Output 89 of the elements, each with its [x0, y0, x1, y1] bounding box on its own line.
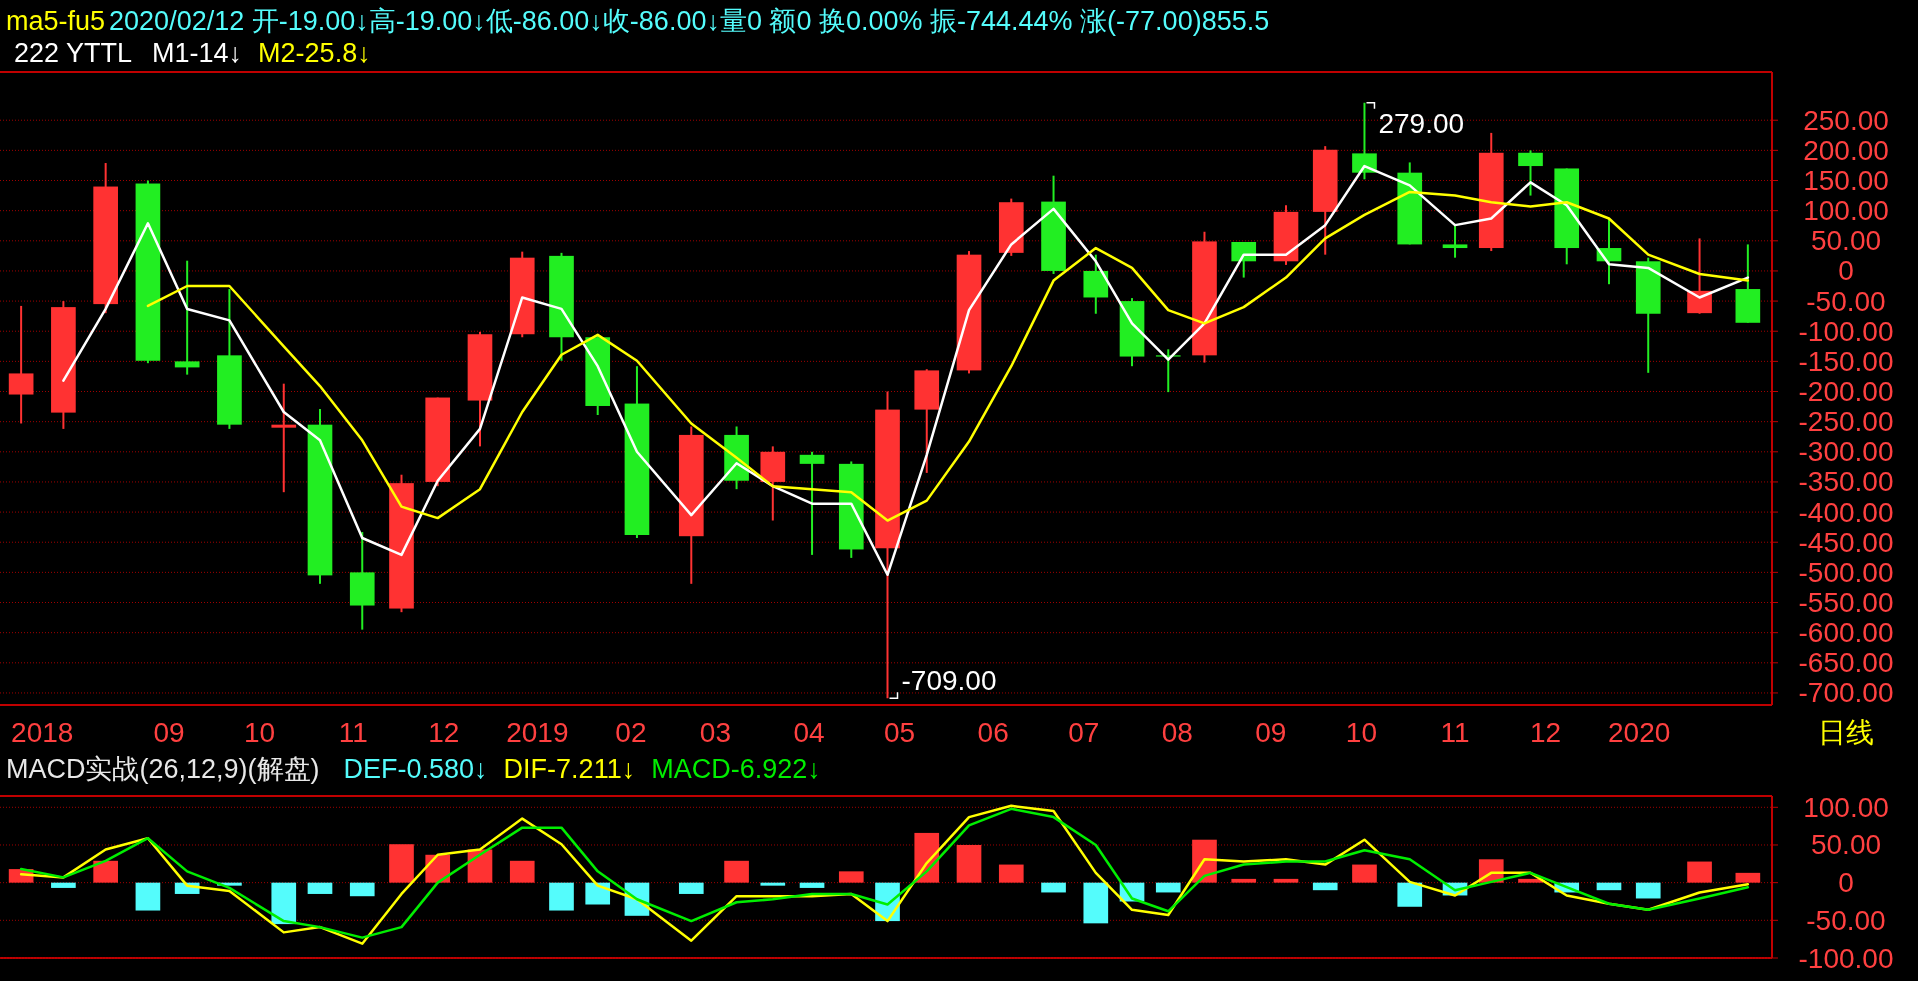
y-tick-label: -350.00 [1798, 466, 1894, 498]
bar [349, 882, 375, 897]
line-series [62, 164, 1750, 577]
y-tick-label: -200.00 [1798, 376, 1894, 408]
y-tick-label: -700.00 [1798, 677, 1894, 709]
y-tick-label: -550.00 [1798, 587, 1894, 619]
y-tick-label: -100.00 [1798, 315, 1894, 347]
bar [585, 882, 611, 905]
x-tick-label: 10 [1345, 717, 1378, 748]
y-tick-label: 50.00 [1810, 225, 1882, 257]
bar [51, 882, 76, 888]
bar [271, 882, 297, 925]
legend: DEF-0.580↓ DIF-7.211↓ MACD-6.922↓ [343, 754, 821, 784]
y-tick-label: -150.00 [1798, 345, 1894, 377]
y-tick-label: 250.00 [1803, 104, 1889, 136]
y-tick-label: -600.00 [1798, 617, 1894, 649]
y-tick-label: -250.00 [1798, 406, 1894, 438]
candlestick [271, 382, 297, 494]
bar [389, 844, 414, 883]
chart-title: MACD实战(26,12,9)(解盘) [6, 754, 320, 784]
x-tick-label: 11 [338, 717, 368, 748]
chart-subtitle: 2020/02/12 开-19.00↓高-19.00↓低-86.00↓收-86.00↓量0 额0 换0.00% 振-744.44% 涨(-77.00)855.5 [109, 6, 1270, 36]
bar [1397, 882, 1423, 907]
text: 222 YTTL [14, 38, 133, 68]
candlestick [799, 450, 825, 556]
y-tick-label: 200.00 [1803, 134, 1889, 166]
bar [1041, 882, 1066, 893]
bar [549, 882, 574, 911]
bar [1518, 878, 1543, 883]
x-tick-label: 2020 [1608, 717, 1671, 748]
bar [1083, 882, 1109, 924]
line-series [146, 190, 1750, 522]
y-tick-label: -650.00 [1798, 647, 1894, 679]
x-tick-label: 12 [428, 717, 460, 748]
x-tick-label: 12 [1530, 717, 1562, 748]
bar [307, 882, 333, 894]
chart-title: ma5-fu5 [6, 6, 106, 36]
x-tick-label: 11 [1440, 717, 1470, 748]
y-tick-label: 100.00 [1803, 195, 1889, 227]
bar [1687, 861, 1712, 883]
candlestick [1442, 224, 1468, 259]
x-tick-label: 03 [699, 717, 732, 748]
x-tick-label: 06 [977, 717, 1009, 748]
legend: M1-14↓ M2-25.8↓ [152, 38, 371, 68]
bar [93, 860, 118, 883]
y-tick-label: -400.00 [1798, 496, 1894, 528]
candlestick [1155, 348, 1181, 394]
candlestick [174, 259, 200, 376]
y-tick-label: 150.00 [1803, 165, 1889, 197]
bar [678, 882, 704, 894]
y-tick-label: 0 [1838, 255, 1854, 287]
y-tick-label: -100.00 [1798, 942, 1894, 974]
bar [1273, 878, 1299, 883]
bar [838, 871, 864, 883]
bar [760, 882, 786, 886]
x-tick-label: 09 [1255, 717, 1287, 748]
bar [998, 864, 1024, 883]
x-tick-label: 04 [793, 717, 825, 748]
x-tick-label: 10 [244, 717, 276, 748]
y-tick-label: 100.00 [1803, 791, 1889, 823]
y-tick-label: -50.00 [1806, 904, 1886, 936]
bar [1312, 882, 1338, 891]
y-tick-label: -450.00 [1798, 526, 1894, 558]
x-tick-label: 2018 [11, 717, 74, 748]
x-tick-label: 05 [884, 717, 916, 748]
bar [799, 882, 825, 888]
x-tick-label: 07 [1068, 717, 1100, 748]
annotation: 279.00 [1378, 107, 1465, 139]
bar [956, 844, 982, 883]
bar [1735, 872, 1761, 883]
y-tick-label: -300.00 [1798, 436, 1894, 468]
text: 日线 [1818, 717, 1874, 748]
annotation: -709.00 [901, 665, 997, 697]
bar [1155, 882, 1181, 893]
x-tick-label: 2019 [506, 717, 569, 748]
bar [724, 860, 749, 883]
bar [509, 860, 535, 883]
y-tick-label: 50.00 [1810, 829, 1882, 861]
bar [1596, 882, 1622, 891]
y-tick-label: 0 [1838, 867, 1854, 899]
bar [1635, 882, 1661, 899]
bar [1352, 864, 1377, 883]
y-tick-label: -500.00 [1798, 556, 1894, 588]
y-tick-label: -50.00 [1806, 285, 1886, 317]
x-tick-label: 08 [1161, 717, 1193, 748]
x-tick-label: 09 [153, 717, 185, 748]
x-tick-label: 02 [615, 717, 647, 748]
bar [135, 882, 161, 911]
bar [1231, 878, 1257, 883]
